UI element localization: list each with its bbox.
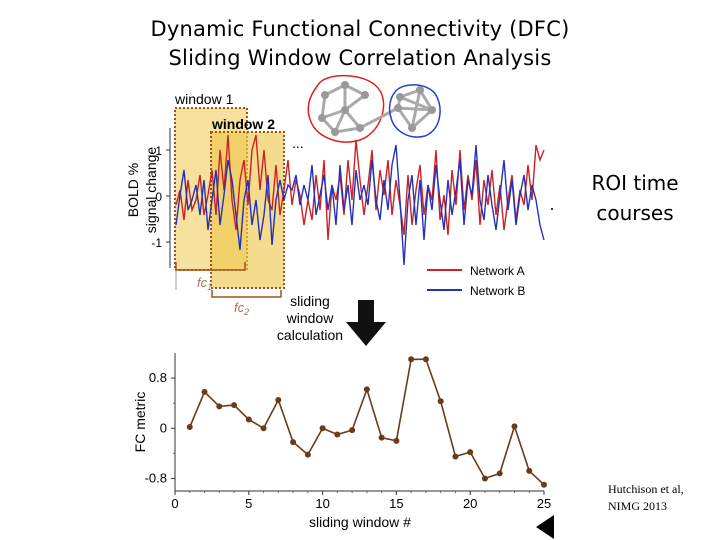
slide-title-line2: Sliding Window Correlation Analysis: [168, 46, 552, 70]
bold-tick-label-0: 0: [155, 190, 162, 204]
fc-ytick-label-0: 0.8: [149, 370, 167, 385]
fc1-label: fc1: [197, 275, 212, 292]
calc-label-line2: window: [286, 310, 334, 326]
fc-point-1: [186, 424, 193, 431]
bold-tick-label-m1: -1: [151, 236, 162, 250]
legend-network-a-label: Network A: [470, 264, 525, 278]
fc-point-15: [393, 437, 400, 444]
fc-point-21: [481, 475, 488, 482]
sliding-window-calculation-label: sliding window calculation: [255, 293, 365, 344]
fc-series-line: [189, 358, 545, 486]
fc-point-20: [467, 449, 474, 456]
network-a-signal: [175, 134, 545, 241]
fc-ylabel: FC metric: [132, 392, 148, 453]
fc-point-22: [496, 470, 503, 477]
roi-label-line2: courses: [596, 201, 674, 225]
fc-xtick-label-25: 25: [537, 496, 551, 511]
fc-xtick-label-10: 10: [315, 496, 329, 511]
fc-point-8: [290, 439, 297, 446]
fc2-bracket: [211, 290, 282, 298]
bold-tick-label-1: 1: [155, 144, 162, 158]
fc-point-4: [231, 402, 238, 409]
fc-point-2: [201, 388, 208, 395]
citation-line2: NIMG 2013: [608, 499, 667, 513]
window-1-label: window 1: [175, 91, 234, 107]
calc-label-line1: sliding: [290, 293, 330, 309]
roi-label-line1: ROI time: [591, 171, 679, 195]
fc-point-9: [304, 451, 311, 458]
bold-ylabel-line2: signal change: [143, 147, 159, 234]
fc-ytick-label-1: 0: [160, 420, 167, 435]
fc-point-23: [511, 423, 518, 430]
fc-point-5: [245, 416, 252, 423]
citation-line1: Hutchison et al,: [608, 482, 684, 496]
fc1-bracket: [175, 262, 246, 271]
fc2-label: fc2: [234, 300, 249, 317]
fc-xtick-label-20: 20: [463, 496, 477, 511]
fc-point-13: [363, 386, 370, 393]
ellipsis: ...: [292, 135, 304, 151]
bold-ylabel-line1: BOLD %: [125, 163, 141, 217]
fc-point-18: [437, 398, 444, 405]
fc-point-14: [378, 434, 385, 441]
fc-point-17: [422, 356, 429, 363]
network-b-graph: [388, 84, 441, 138]
fc-point-12: [349, 427, 356, 434]
trailing-dot: [551, 208, 553, 210]
window-2-label: window 2: [212, 116, 275, 132]
fc-point-11: [334, 431, 341, 438]
fc-xtick-label-15: 15: [389, 496, 403, 511]
fc-point-7: [275, 397, 282, 404]
roi-label: ROI time courses: [560, 168, 710, 228]
slide-title-line1: Dynamic Functional Connectivity (DFC): [150, 17, 570, 41]
citation: Hutchison et al, NIMG 2013: [608, 481, 684, 515]
network-b-signal: [175, 144, 545, 266]
fc-point-25: [541, 481, 547, 488]
fc-ytick-label-2: -0.8: [145, 470, 167, 485]
network-a-graph: [307, 74, 399, 143]
down-arrow-icon: [346, 300, 386, 346]
previous-slide-icon[interactable]: [536, 515, 554, 539]
calc-label-line3: calculation: [276, 327, 344, 343]
fc-chart: 0 5 10 15 20 25 0.8 0 -0.8: [145, 353, 551, 511]
fc-point-16: [408, 356, 415, 363]
fc-xtick-label-0: 0: [171, 496, 178, 511]
fc-xtick-label-5: 5: [245, 496, 252, 511]
fc-point-24: [526, 467, 533, 474]
fc-point-19: [452, 453, 459, 460]
fc-point-10: [319, 425, 326, 432]
fc-point-3: [216, 403, 223, 410]
fc-point-6: [260, 425, 267, 432]
legend-network-b-label: Network B: [470, 284, 525, 298]
fc-xlabel: sliding window #: [309, 514, 411, 530]
